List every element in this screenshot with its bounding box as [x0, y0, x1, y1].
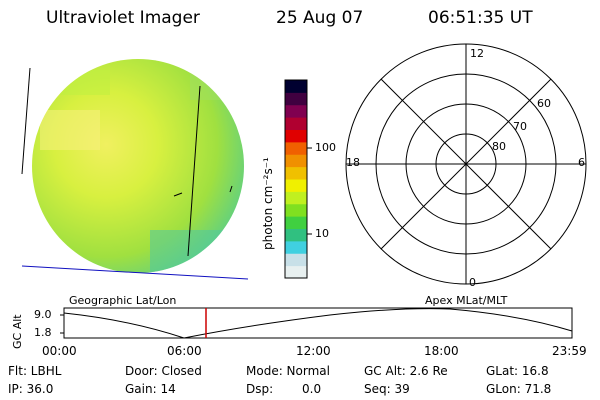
timeline-y-label: GC Alt	[11, 314, 24, 349]
colorbar-segment	[285, 129, 307, 143]
timeline-right-title: Apex MLat/MLT	[425, 294, 508, 307]
timeline-x-tick-0600: 06:00	[167, 344, 202, 358]
time-label: 06:51:35 UT	[428, 8, 533, 28]
mlt-label-12: 12	[470, 47, 484, 60]
glat-info: GLat: 16.8	[486, 364, 549, 378]
colorbar-segment	[285, 154, 307, 168]
timeline-x-tick-1200: 12:00	[296, 344, 331, 358]
timeline-left-title: Geographic Lat/Lon	[69, 294, 177, 307]
seq-info: Seq: 39	[364, 382, 410, 396]
date-label: 25 Aug 07	[276, 8, 364, 28]
colorbar-segment	[285, 92, 307, 106]
door-info: Door: Closed	[125, 364, 202, 378]
filter-info: Flt: LBHL	[8, 364, 62, 378]
dsp-info: Dsp:	[246, 382, 274, 396]
timeline-x-tick-2359: 23:59	[552, 344, 587, 358]
colorbar-segment	[285, 203, 307, 217]
mlt-label-0: 0	[469, 276, 476, 289]
colorbar	[284, 79, 308, 279]
lat-label-70: 70	[513, 120, 527, 133]
timeline-x-tick-0000: 00:00	[42, 344, 77, 358]
colorbar-segment	[285, 253, 307, 267]
instrument-title: Ultraviolet Imager	[46, 8, 200, 28]
colorbar-segment	[285, 80, 307, 93]
colorbar-segment	[285, 191, 307, 205]
colorbar-tick-100: 100	[315, 141, 336, 154]
colorbar-unit-label: photon cm⁻²s⁻¹	[261, 157, 275, 250]
lat-label-60: 60	[537, 97, 551, 110]
colorbar-segment	[285, 166, 307, 180]
colorbar-segment	[285, 117, 307, 130]
lat-label-80: 80	[492, 140, 506, 153]
ip-info: IP: 36.0	[8, 382, 54, 396]
mode-info: Mode: Normal	[246, 364, 330, 378]
gc-alt-info: GC Alt: 2.6 Re	[364, 364, 448, 378]
timeline-plot	[60, 307, 573, 339]
colorbar-ticks	[307, 147, 312, 235]
colorbar-segment	[285, 179, 307, 192]
polar-grid	[345, 43, 587, 285]
colorbar-tick-10: 10	[315, 227, 329, 240]
dsp-value: 0.0	[302, 382, 322, 396]
colorbar-segment	[285, 104, 307, 118]
colorbar-segment	[285, 240, 307, 254]
colorbar-segment	[285, 216, 307, 229]
colorbar-segment	[285, 265, 307, 279]
mlt-label-18: 18	[346, 156, 360, 169]
timeline-x-tick-1800: 18:00	[424, 344, 459, 358]
timeline-y-tick-1-8: 1.8	[34, 326, 52, 339]
glon-info: GLon: 71.8	[486, 382, 552, 396]
colorbar-segment	[285, 228, 307, 242]
gain-info: Gain: 14	[125, 382, 176, 396]
uv-earth-image	[21, 59, 249, 280]
colorbar-segment	[285, 141, 307, 155]
mlt-label-6: 6	[578, 156, 585, 169]
timeline-y-tick-9: 9.0	[34, 308, 52, 321]
